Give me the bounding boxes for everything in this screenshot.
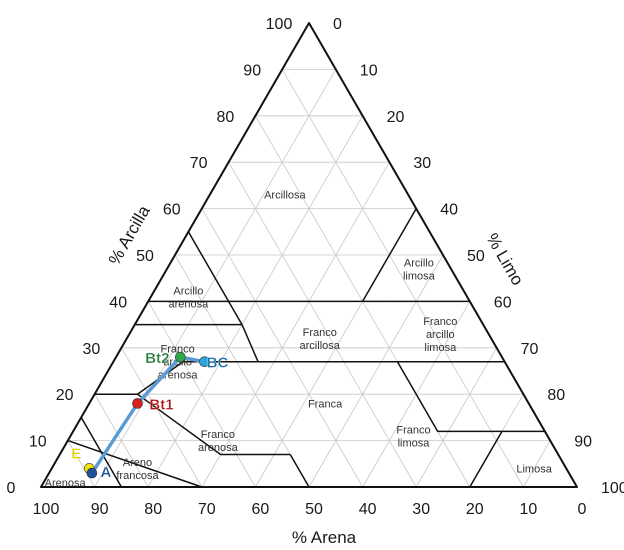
class-boundary bbox=[137, 393, 291, 456]
clay-tick: 70 bbox=[190, 155, 208, 172]
horizon-point-bc bbox=[199, 356, 210, 368]
silt-tick: 0 bbox=[333, 16, 342, 33]
horizon-point-bt1 bbox=[132, 398, 143, 409]
region-label-arcillo-limosa: Arcillo bbox=[404, 257, 434, 269]
silt-tick: 60 bbox=[494, 294, 512, 311]
silt-tick: 80 bbox=[547, 387, 565, 404]
grid-lines bbox=[67, 69, 551, 488]
grid-line-sand bbox=[147, 301, 256, 488]
clay-tick: 40 bbox=[109, 294, 127, 311]
region-label-franco-arcillosa: arcillosa bbox=[300, 340, 341, 352]
region-label-franco-arenosa: Franco bbox=[201, 429, 235, 441]
texture-class-labels: ArcillosaArcillolimosaArcilloarenosaFran… bbox=[45, 190, 553, 490]
region-label-franco-arcillo-limosa: arcillo bbox=[426, 329, 455, 341]
sand-tick: 10 bbox=[520, 501, 538, 518]
region-label-areno-francosa: Areno bbox=[123, 457, 152, 469]
horizon-label-bt1: Bt1 bbox=[149, 396, 173, 413]
sand-tick: 40 bbox=[359, 501, 377, 518]
grid-line-sand bbox=[94, 393, 149, 488]
clay-tick: 80 bbox=[217, 109, 235, 126]
class-boundary bbox=[241, 324, 259, 363]
horizon-label-bc: BC bbox=[207, 355, 229, 372]
region-label-limosa: Limosa bbox=[516, 463, 552, 475]
clay-tick: 0 bbox=[7, 480, 16, 497]
silt-tick: 10 bbox=[360, 62, 378, 79]
clay-tick: 100 bbox=[266, 16, 293, 33]
grid-line-sand bbox=[174, 254, 310, 488]
silt-tick: 30 bbox=[413, 155, 431, 172]
region-label-arcillo-arenosa: arenosa bbox=[169, 298, 210, 310]
class-boundary bbox=[361, 208, 417, 302]
region-label-arcillo-limosa: limosa bbox=[403, 270, 436, 282]
region-label-arcillo-arenosa: Arcillo bbox=[173, 285, 203, 297]
class-boundary bbox=[67, 439, 203, 488]
silt-axis-title: % Limo bbox=[482, 230, 527, 289]
horizon-label-a: A bbox=[100, 464, 111, 481]
clay-tick: 60 bbox=[163, 202, 181, 219]
region-label-franca: Franca bbox=[308, 398, 343, 410]
sand-tick: 30 bbox=[412, 501, 430, 518]
region-label-arenosa: Arenosa bbox=[45, 477, 87, 489]
horizon-point-bt2 bbox=[175, 351, 186, 363]
clay-tick: 90 bbox=[243, 62, 261, 79]
silt-tick: 50 bbox=[467, 248, 485, 265]
silt-tick: 70 bbox=[521, 341, 539, 358]
grid-line-silt bbox=[308, 254, 444, 488]
region-label-arcillosa: Arcillosa bbox=[264, 190, 306, 202]
grid-line-silt bbox=[201, 161, 390, 488]
sand-tick: 100 bbox=[33, 501, 60, 518]
clay-tick: 30 bbox=[83, 341, 101, 358]
region-label-franco-arcillo-limosa: limosa bbox=[424, 342, 457, 354]
region-label-franco-limosa: limosa bbox=[398, 437, 431, 449]
horizon-path: E A Bt1 Bt2 BC bbox=[71, 350, 229, 481]
clay-tick: 50 bbox=[136, 248, 154, 265]
grid-line-silt bbox=[523, 440, 551, 488]
grid-line-sand bbox=[228, 161, 417, 488]
sand-tick: 0 bbox=[578, 501, 587, 518]
sand-axis-title: % Arena bbox=[292, 528, 357, 547]
region-label-areno-francosa: francosa bbox=[116, 470, 159, 482]
region-label-franco-limosa: Franco bbox=[396, 424, 430, 436]
class-boundary bbox=[396, 361, 504, 488]
sand-tick: 60 bbox=[252, 501, 270, 518]
class-boundary bbox=[289, 454, 310, 488]
silt-tick: 90 bbox=[574, 434, 592, 451]
triangle-frame bbox=[40, 22, 578, 488]
horizon-label-bt2: Bt2 bbox=[145, 350, 169, 367]
region-label-franco-arcillo-arenosa: Franco bbox=[161, 344, 195, 356]
grid-line-silt bbox=[415, 347, 497, 488]
sand-tick: 20 bbox=[466, 501, 484, 518]
clay-tick: 20 bbox=[56, 387, 74, 404]
horizon-label-e: E bbox=[71, 445, 81, 462]
grid-line-sand bbox=[281, 69, 524, 488]
sand-tick: 50 bbox=[305, 501, 323, 518]
region-label-franco-arenosa: arenosa bbox=[198, 442, 239, 454]
silt-tick: 20 bbox=[387, 109, 405, 126]
silt-tick: 40 bbox=[440, 202, 458, 219]
sand-tick: 70 bbox=[198, 501, 216, 518]
class-boundary bbox=[227, 301, 243, 325]
sand-tick: 90 bbox=[91, 501, 109, 518]
silt-tick: 100 bbox=[601, 480, 624, 497]
horizon-point-a bbox=[86, 467, 98, 479]
sand-tick: 80 bbox=[144, 501, 162, 518]
region-label-franco-arcillo-limosa: Franco bbox=[423, 316, 457, 328]
grid-line-sand bbox=[121, 347, 203, 488]
clay-tick: 10 bbox=[29, 434, 47, 451]
grid-line-sand bbox=[67, 440, 95, 488]
region-label-franco-arcillosa: Franco bbox=[303, 327, 337, 339]
